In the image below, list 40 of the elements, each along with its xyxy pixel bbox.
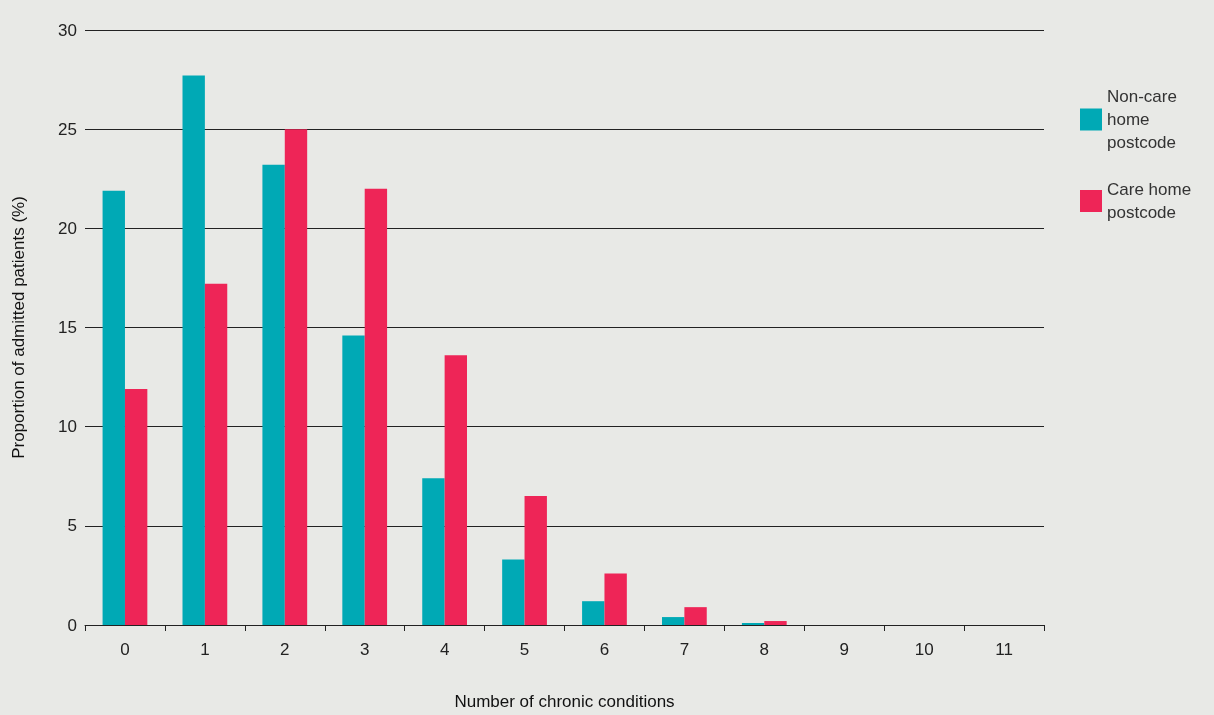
bar bbox=[764, 621, 787, 625]
bar bbox=[284, 129, 308, 625]
x-tick-label: 7 bbox=[679, 640, 690, 659]
y-tick-label: 30 bbox=[58, 20, 77, 40]
legend-label: Non-care home postcode bbox=[1107, 87, 1182, 152]
bar bbox=[582, 601, 605, 625]
x-tick-label: 0 bbox=[120, 640, 130, 659]
legend-label: Care home postcode bbox=[1107, 180, 1196, 222]
y-axis-title: Proportion of admitted patients (%) bbox=[9, 196, 28, 459]
bar bbox=[364, 188, 388, 625]
y-tick-label: 15 bbox=[58, 318, 77, 337]
x-tick-label: 5 bbox=[519, 640, 530, 659]
x-tick-label: 3 bbox=[359, 640, 370, 659]
x-tick-label: 1 bbox=[200, 640, 210, 659]
bar bbox=[422, 478, 445, 625]
x-tick-label: 10 bbox=[914, 640, 934, 659]
bar bbox=[342, 335, 365, 625]
bar bbox=[204, 283, 228, 625]
bar bbox=[262, 164, 285, 625]
y-tick-label: 25 bbox=[58, 119, 77, 139]
y-tick-label: 5 bbox=[67, 516, 77, 536]
x-tick-label: 6 bbox=[599, 640, 610, 659]
bar bbox=[524, 496, 547, 625]
y-tick-label: 0 bbox=[67, 615, 77, 635]
y-tick-label: 10 bbox=[58, 417, 77, 437]
bar bbox=[102, 190, 125, 625]
x-tick-label: 8 bbox=[759, 640, 770, 659]
bar bbox=[604, 573, 627, 625]
x-axis-title: Number of chronic conditions bbox=[454, 692, 675, 711]
x-tick-label: 9 bbox=[839, 640, 849, 659]
x-tick-label: 11 bbox=[995, 640, 1013, 659]
x-tick-label: 4 bbox=[439, 640, 450, 659]
y-tick-label: 20 bbox=[58, 218, 77, 238]
bar bbox=[444, 355, 467, 625]
bar bbox=[684, 607, 707, 625]
bar bbox=[502, 559, 525, 625]
bar bbox=[662, 617, 685, 625]
x-tick-label: 2 bbox=[280, 640, 290, 659]
bar bbox=[182, 75, 205, 625]
bar bbox=[124, 388, 148, 625]
